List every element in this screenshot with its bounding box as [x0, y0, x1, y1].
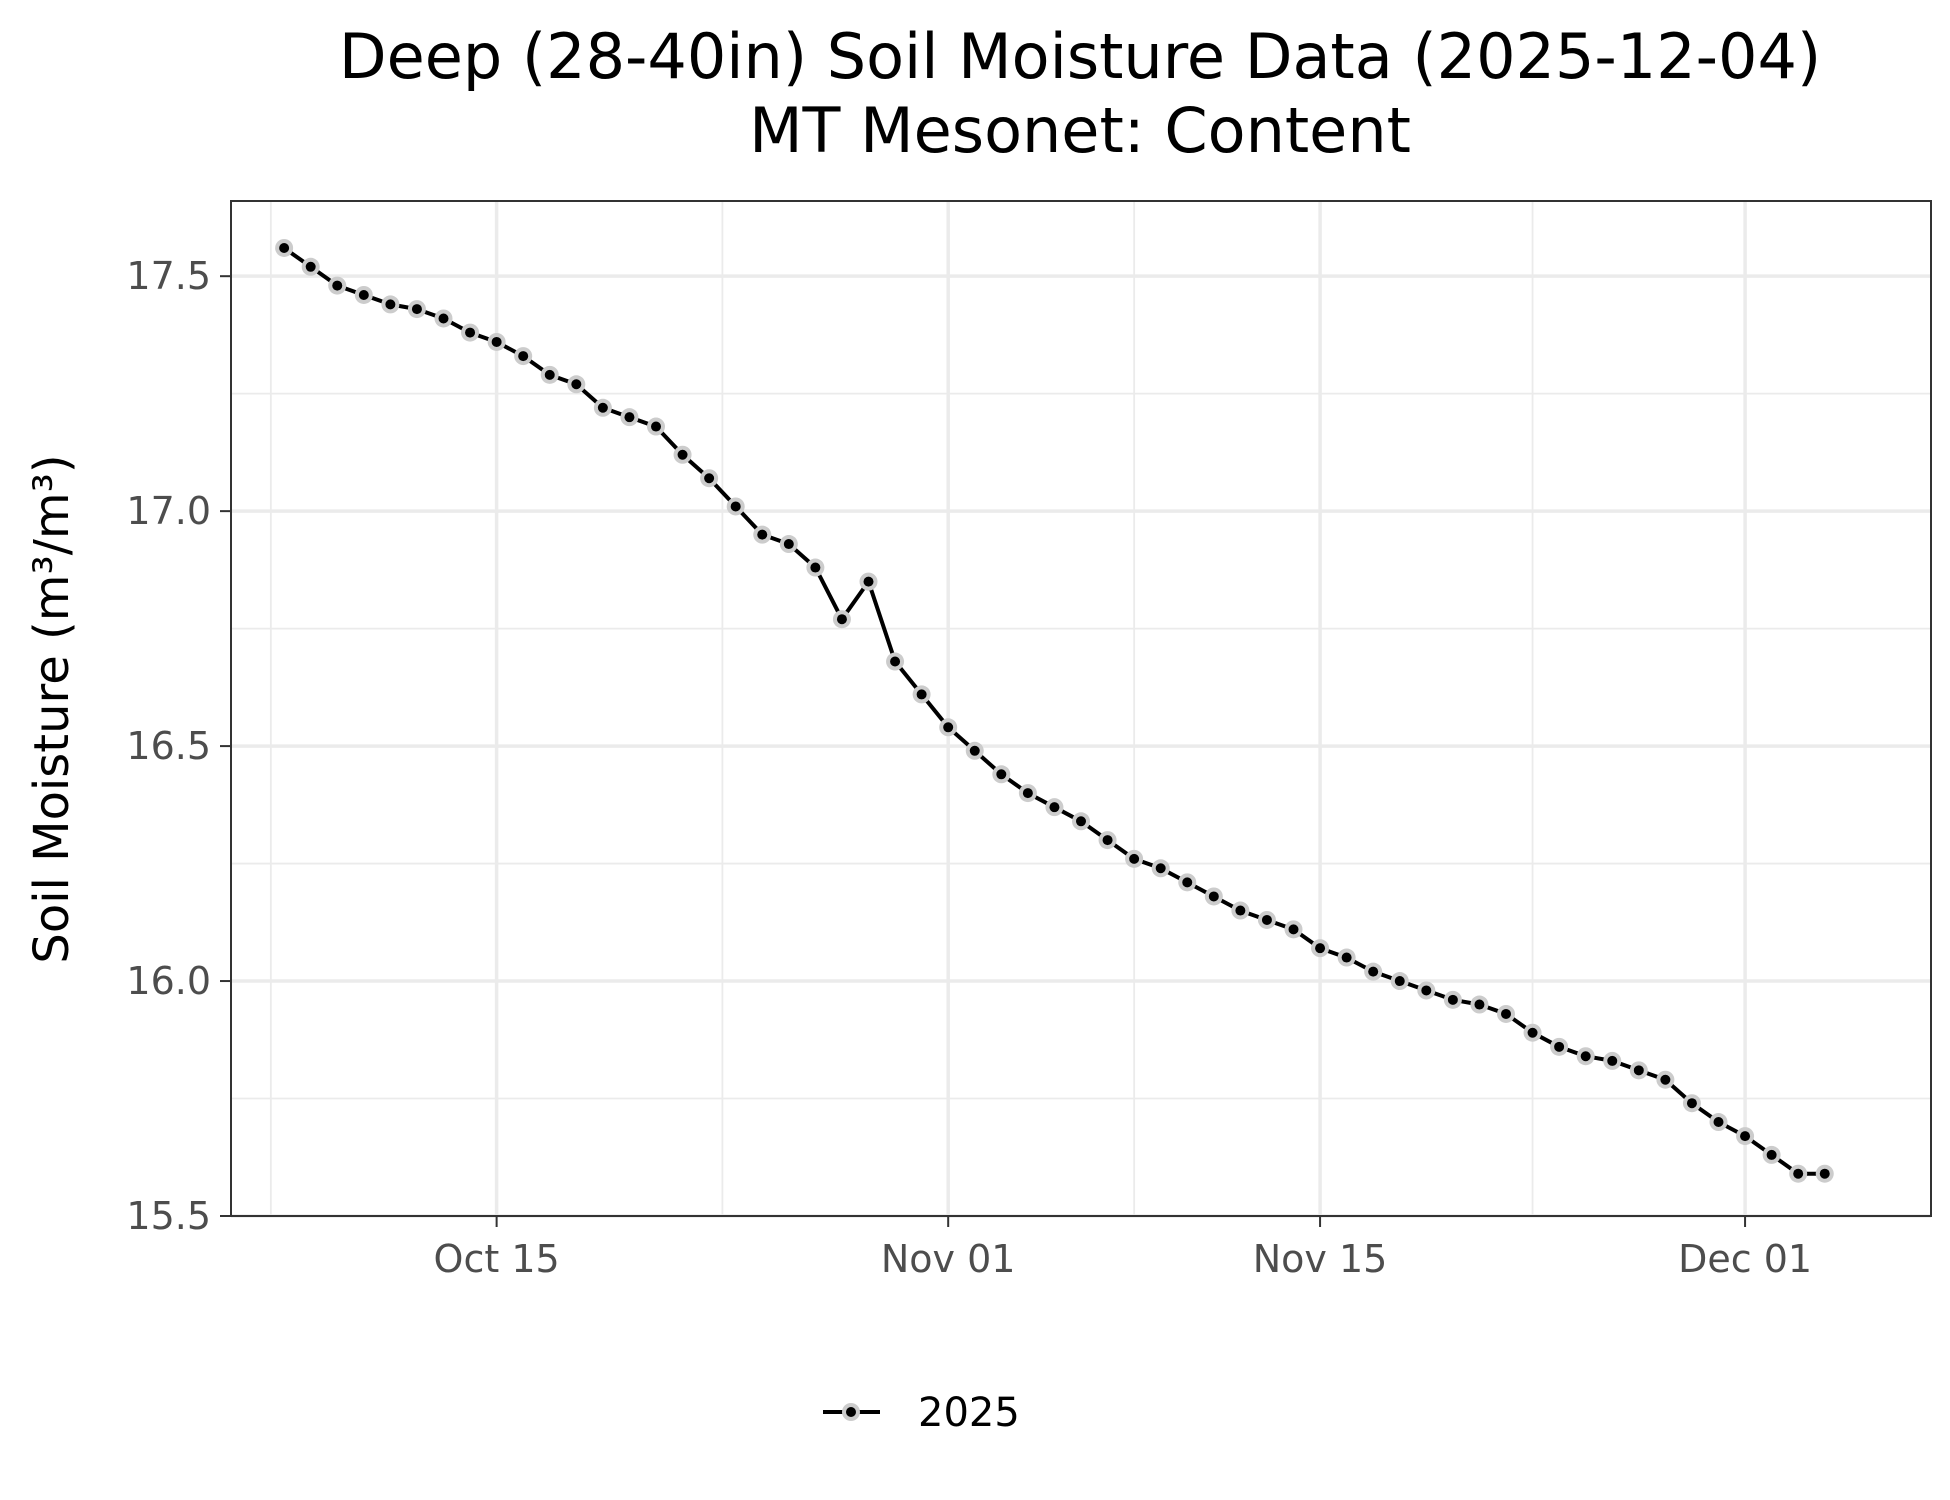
data-point: [1182, 877, 1193, 888]
data-point: [1686, 1098, 1697, 1109]
data-point: [1315, 943, 1326, 954]
data-point: [1368, 966, 1379, 977]
data-point: [438, 313, 449, 324]
data-point: [332, 280, 343, 291]
data-point: [1022, 788, 1033, 799]
data-point: [1235, 905, 1246, 916]
minor-gridlines: [231, 201, 1931, 1216]
y-tick-label: 16.5: [126, 724, 211, 768]
x-tick-label: Dec 01: [1678, 1237, 1812, 1281]
data-point: [677, 449, 688, 460]
data-point: [1713, 1117, 1724, 1128]
chart-subtitle: MT Mesonet: Content: [749, 94, 1411, 167]
data-point: [1394, 976, 1405, 987]
legend-label-2025: 2025: [918, 1390, 1020, 1436]
data-point: [1155, 863, 1166, 874]
x-tick-label: Nov 15: [1253, 1237, 1388, 1281]
y-axis-title: Soil Moisture (m³/m³): [24, 454, 80, 963]
data-point: [1607, 1055, 1618, 1066]
data-point: [651, 421, 661, 432]
series-layer: [275, 238, 1834, 1183]
legend: 2025: [823, 1390, 1020, 1436]
data-point: [810, 562, 821, 573]
chart-title: Deep (28-40in) Soil Moisture Data (2025-…: [339, 20, 1821, 93]
data-point: [1049, 802, 1060, 813]
data-point: [916, 689, 927, 700]
data-point: [1474, 999, 1485, 1010]
data-point: [465, 327, 476, 338]
data-point: [385, 299, 396, 310]
data-point: [996, 769, 1007, 780]
data-point: [943, 722, 954, 733]
data-point: [571, 379, 582, 390]
data-point: [1740, 1131, 1751, 1142]
data-point: [1793, 1168, 1804, 1179]
data-point: [358, 289, 369, 300]
x-tick-label: Nov 01: [881, 1237, 1016, 1281]
data-point: [411, 304, 422, 315]
y-axis: 15.5 16.0 16.5 17.0 17.5: [126, 254, 231, 1238]
y-tick-label: 17.0: [126, 489, 211, 533]
data-point: [836, 614, 847, 625]
data-point: [1261, 914, 1272, 925]
data-point: [624, 412, 635, 423]
data-point: [1766, 1149, 1777, 1160]
series-line-2025: [282, 246, 1825, 1176]
data-point: [1633, 1065, 1644, 1076]
data-point: [518, 351, 529, 362]
plot-panel-border: [230, 200, 1932, 1217]
data-point: [783, 539, 794, 550]
data-point: [1076, 816, 1086, 827]
data-point: [1501, 1008, 1511, 1019]
legend-point: [846, 1407, 856, 1417]
x-axis: Oct 15 Nov 01 Nov 15 Dec 01: [434, 1216, 1812, 1281]
data-point: [1102, 835, 1113, 846]
data-point: [544, 369, 555, 380]
data-point: [279, 242, 290, 253]
x-tick-label: Oct 15: [434, 1237, 560, 1281]
data-point: [757, 529, 768, 540]
data-point: [704, 473, 715, 484]
data-point: [1554, 1041, 1565, 1052]
data-point: [1129, 853, 1140, 864]
data-point: [1580, 1051, 1591, 1062]
data-point: [730, 501, 741, 512]
y-tick-label: 17.5: [126, 254, 211, 298]
y-tick-label: 16.0: [126, 959, 211, 1003]
data-point: [890, 656, 901, 667]
data-point: [305, 261, 316, 272]
y-tick-label: 15.5: [126, 1194, 211, 1238]
data-point: [863, 576, 874, 587]
data-point: [1288, 924, 1299, 935]
data-point: [1660, 1074, 1671, 1085]
data-point: [1819, 1168, 1830, 1179]
data-point: [597, 402, 608, 413]
data-point: [1341, 952, 1352, 963]
data-point: [1208, 891, 1219, 902]
data-point: [1421, 985, 1432, 996]
data-point: [1447, 994, 1458, 1005]
data-point: [969, 745, 980, 756]
data-point: [491, 336, 502, 347]
data-point: [1527, 1027, 1538, 1038]
major-gridlines: [231, 201, 1931, 1218]
